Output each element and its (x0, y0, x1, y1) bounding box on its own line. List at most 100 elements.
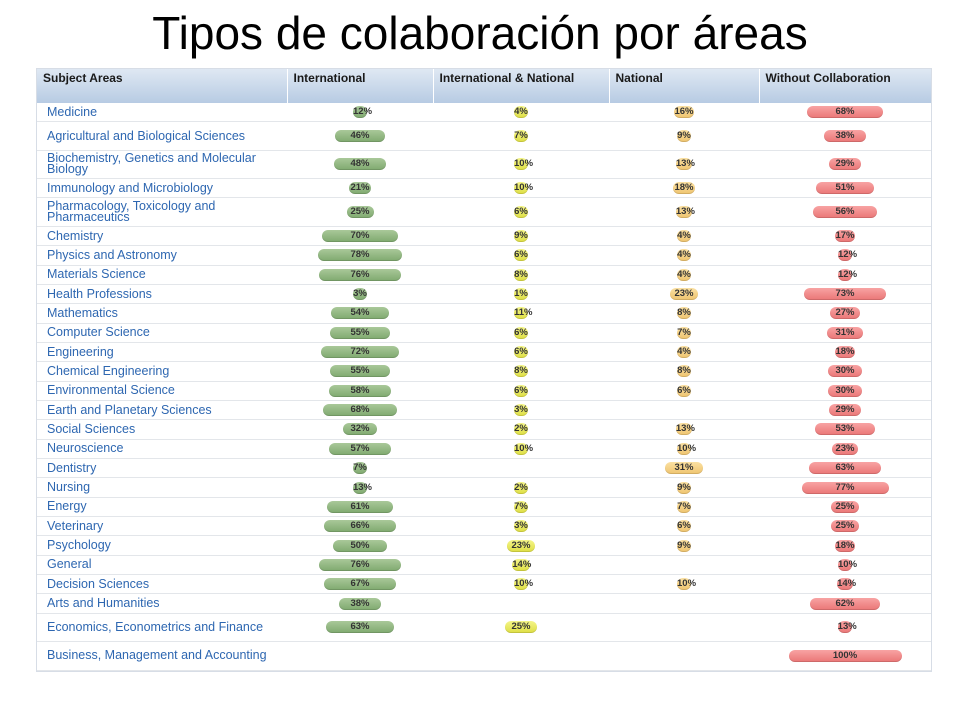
cell-national: 13% (609, 150, 759, 180)
percent-bar-international-national: 1% (514, 288, 528, 301)
subject-area-link[interactable]: Computer Science (37, 323, 287, 343)
percent-bar-international: 70% (322, 230, 398, 243)
percent-label: 30% (835, 384, 855, 396)
percent-bar-international-national: 3% (514, 520, 528, 533)
percent-label: 29% (835, 158, 855, 170)
percent-label: 77% (835, 481, 855, 493)
subject-area-link[interactable]: General (37, 555, 287, 576)
cell-international-national: 10% (433, 439, 609, 459)
cell-international: 13% (287, 477, 433, 498)
percent-bar-international: 55% (330, 326, 390, 339)
header-international-national[interactable]: International & National (433, 69, 610, 103)
subject-area-link[interactable]: Dentistry (37, 458, 287, 479)
percent-bar-without-collaboration: 30% (828, 365, 862, 378)
percent-bar-national: 6% (677, 384, 691, 397)
table-row: Mathematics 54% 11% 8% 27% (37, 303, 931, 324)
cell-national: 8% (609, 361, 759, 382)
percent-label: 57% (350, 442, 370, 454)
subject-area-link[interactable]: Chemical Engineering (37, 361, 287, 382)
subject-area-link[interactable]: Nursing (37, 477, 287, 498)
percent-label: 31% (835, 326, 855, 338)
subject-area-link[interactable]: Business, Management and Accounting (37, 641, 287, 671)
table-row: Physics and Astronomy 78% 6% 4% 12% (37, 245, 931, 266)
percent-label: 18% (835, 539, 855, 551)
subject-area-link[interactable]: Social Sciences (37, 419, 287, 440)
subject-area-link[interactable]: Physics and Astronomy (37, 245, 287, 266)
table-row: Social Sciences 32% 2% 13% 53% (37, 419, 931, 440)
percent-bar-international-national: 7% (514, 130, 528, 143)
cell-international: 76% (287, 555, 433, 576)
percent-label: 9% (677, 130, 691, 142)
collaboration-table: Subject Areas International Internationa… (36, 68, 932, 672)
cell-without-collaboration: 29% (759, 150, 931, 180)
percent-bar-international: 25% (346, 206, 374, 219)
subject-area-link[interactable]: Psychology (37, 535, 287, 556)
cell-international: 61% (287, 497, 433, 518)
subject-area-link[interactable]: Energy (37, 497, 287, 518)
cell-national (609, 613, 759, 643)
cell-international-national: 6% (433, 381, 609, 401)
percent-label: 27% (835, 307, 855, 319)
header-national[interactable]: National (609, 69, 760, 103)
percent-label: 10% (514, 442, 534, 454)
percent-label: 9% (677, 539, 691, 551)
percent-label: 25% (835, 500, 855, 512)
percent-bar-international: 76% (318, 268, 402, 281)
subject-area-link[interactable]: Decision Sciences (37, 574, 287, 595)
subject-area-link[interactable]: Mathematics (37, 303, 287, 324)
percent-label: 29% (835, 404, 855, 416)
table-body: Medicine 12% 4% 16% 68% Agricultural and Biol… (37, 103, 931, 671)
subject-area-link[interactable]: Immunology and Microbiology (37, 178, 287, 199)
cell-national: 7% (609, 497, 759, 518)
subject-area-link[interactable]: Medicine (37, 103, 287, 123)
subject-area-link[interactable]: Health Professions (37, 284, 287, 305)
percent-bar-without-collaboration: 51% (816, 182, 874, 195)
table-row: Neuroscience 57% 10% 10% 23% (37, 439, 931, 459)
subject-area-link[interactable]: Economics, Econometrics and Finance (37, 613, 287, 643)
cell-without-collaboration: 14% (759, 574, 931, 595)
header-international[interactable]: International (287, 69, 434, 103)
percent-bar-without-collaboration: 29% (828, 158, 862, 171)
cell-international-national: 23% (433, 535, 609, 556)
cell-without-collaboration: 23% (759, 439, 931, 459)
subject-area-link[interactable]: Biochemistry, Genetics and Molecular Bio… (37, 150, 287, 180)
subject-area-link[interactable]: Engineering (37, 342, 287, 363)
subject-area-link[interactable]: Environmental Science (37, 381, 287, 401)
table-row: Business, Management and Accounting 100% (37, 641, 931, 671)
cell-international-national: 1% (433, 284, 609, 305)
percent-label: 25% (511, 621, 531, 633)
subject-area-link[interactable]: Pharmacology, Toxicology and Pharmaceuti… (37, 197, 287, 227)
percent-label: 6% (677, 384, 691, 396)
percent-bar-international-national: 4% (514, 106, 528, 119)
subject-area-link[interactable]: Agricultural and Biological Sciences (37, 121, 287, 151)
table-row: Chemical Engineering 55% 8% 8% 30% (37, 361, 931, 382)
subject-area-link[interactable]: Chemistry (37, 226, 287, 247)
percent-bar-national: 4% (677, 346, 691, 359)
table-row: Energy 61% 7% 7% 25% (37, 497, 931, 518)
subject-area-link[interactable]: Veterinary (37, 516, 287, 537)
percent-label: 6% (514, 346, 528, 358)
percent-bar-without-collaboration: 62% (809, 597, 881, 610)
cell-without-collaboration: 17% (759, 226, 931, 247)
percent-bar-national: 8% (677, 365, 691, 378)
percent-bar-international: 57% (329, 442, 391, 455)
percent-bar-without-collaboration: 63% (809, 462, 881, 475)
percent-label: 7% (514, 130, 528, 142)
subject-area-link[interactable]: Materials Science (37, 265, 287, 285)
percent-label: 21% (350, 182, 370, 194)
header-without-collaboration[interactable]: Without Collaboration (759, 69, 931, 103)
percent-bar-national: 6% (677, 520, 691, 533)
header-subject-areas[interactable]: Subject Areas (37, 69, 288, 103)
percent-label: 73% (835, 288, 855, 300)
table-row: Earth and Planetary Sciences 68% 3% 29% (37, 400, 931, 421)
cell-without-collaboration: 53% (759, 419, 931, 440)
subject-area-link[interactable]: Arts and Humanities (37, 593, 287, 614)
subject-area-link[interactable]: Neuroscience (37, 439, 287, 459)
percent-label: 12% (838, 249, 858, 261)
subject-area-link[interactable]: Earth and Planetary Sciences (37, 400, 287, 421)
cell-international-national (433, 641, 609, 671)
percent-bar-without-collaboration: 18% (834, 539, 856, 552)
percent-label: 56% (835, 206, 855, 218)
percent-bar-international: 61% (327, 500, 393, 513)
percent-bar-international: 13% (352, 481, 372, 494)
